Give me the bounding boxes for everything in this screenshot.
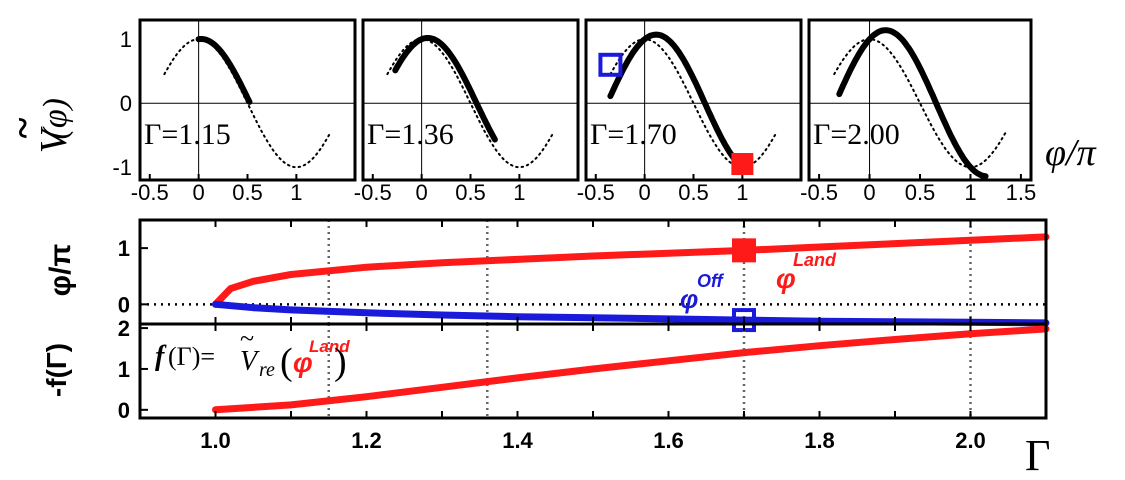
top-panel-3: Γ=1.70 -0.5 0 0.5 1: [577, 18, 803, 205]
f-gamma-panel: 2 1 0 1.0 1.2 1.4 1.6 1.8 2.0: [118, 316, 1050, 453]
x-tick-label: -0.5: [800, 180, 838, 205]
phi-off-label: φ Off: [680, 271, 725, 314]
x-tick-label: 1.2: [351, 428, 382, 453]
formula-re: re: [259, 359, 275, 381]
x-tick-label: 1.4: [502, 428, 533, 453]
top-panel-2: Γ=1.36 -0.5 0 0.5 1: [354, 18, 580, 205]
series-line-0: [212, 325, 1050, 414]
thick-potential-segment: [607, 31, 745, 170]
dotted-cos-curve: [609, 38, 778, 169]
formula-phi: φ: [293, 347, 313, 378]
x-tick-label: 1: [736, 180, 748, 205]
bot-ylabel: -f(Γ): [41, 343, 72, 397]
top-ylabel-arg: (φ): [37, 98, 74, 139]
gamma-annotation: Γ=1.70: [590, 118, 677, 151]
formula-v: V: [240, 346, 260, 377]
x-tick-label: 1: [513, 180, 525, 205]
y-tick-label: 0: [118, 398, 130, 423]
top-xlabel: φ/π: [1045, 132, 1097, 174]
thick-potential-segment: [392, 35, 498, 143]
x-tick-label: 0.5: [232, 180, 263, 205]
x-tick-label: 0.5: [678, 180, 709, 205]
top-ylabel-tilde: ~: [0, 117, 45, 138]
dotted-cos-curve: [833, 38, 1007, 169]
open-square-marker: [598, 52, 623, 77]
y-tick-label: 1: [120, 27, 132, 52]
series-line-named: [212, 233, 1050, 308]
top-ylabel: ~ V (φ): [0, 98, 75, 153]
formula-f: f: [155, 341, 167, 372]
series-line-named: [212, 300, 1050, 327]
x-tick-label: 2.0: [955, 428, 986, 453]
filled-square-marker: [732, 238, 756, 263]
x-tick-label: 1.0: [200, 428, 231, 453]
top-ylabel-v: V: [33, 126, 75, 153]
formula-tilde: ~: [240, 324, 254, 353]
x-tick-label: 1.8: [804, 428, 835, 453]
formula-gamma: (Γ)=: [168, 342, 215, 371]
x-tick-label: 0.5: [455, 180, 486, 205]
x-tick-label: 0: [639, 180, 651, 205]
formula-land: Land: [309, 337, 350, 356]
gamma-annotation: Γ=1.36: [367, 118, 454, 151]
phi-land-base: φ: [776, 263, 796, 294]
phi-land-label: φ Land: [776, 250, 837, 294]
x-tick-label: -0.5: [577, 180, 615, 205]
panel-frame: [361, 18, 580, 182]
x-tick-label: -0.5: [131, 180, 169, 205]
phi-panel: 10: [118, 218, 1050, 333]
formula-rparen: ): [334, 341, 347, 383]
gamma-annotation: Γ=2.00: [813, 118, 900, 151]
y-tick-label: 0: [118, 292, 130, 317]
x-tick-label: 0.5: [905, 180, 936, 205]
x-tick-label: 0: [416, 180, 428, 205]
panel-frame: [584, 18, 803, 182]
gamma-annotation: Γ=1.15: [144, 118, 231, 151]
x-tick-label: 0: [863, 180, 875, 205]
x-tick-label: 0: [193, 180, 205, 205]
phi-off-base: φ: [680, 284, 698, 314]
y-tick-label: 1: [118, 357, 130, 382]
x-tick-label: 1.6: [653, 428, 684, 453]
thick-potential-segment: [195, 36, 253, 105]
filled-square-marker: [731, 153, 754, 175]
thick-potential-segment: [836, 27, 989, 180]
y-tick-label: 1: [118, 236, 130, 261]
x-tick-label: -0.5: [354, 180, 392, 205]
x-tick-label: 1.5: [1006, 180, 1037, 205]
f-formula: f (Γ)= ~ V re ( φ Land ): [155, 324, 350, 383]
x-tick-label: 1: [290, 180, 302, 205]
panel-frame: [807, 18, 1033, 182]
top-panels: Γ=1.15-0.5 0 0.5 110-1Γ=1.36-0.5 0 0.5 1Γ=1.70…: [112, 18, 1037, 205]
phi-land-sup: Land: [793, 250, 837, 270]
y-tick-label: 0: [120, 91, 132, 116]
y-tick-label: 2: [118, 316, 130, 341]
mid-ylabel: φ/π: [44, 244, 77, 297]
y-tick-label: -1: [112, 155, 132, 180]
x-tick-label: 1: [964, 180, 976, 205]
top-panel-1: Γ=1.15 -0.5 0 0.5 1 1 0 -1: [112, 18, 357, 205]
formula-lparen: (: [280, 341, 293, 383]
phi-off-sup: Off: [697, 271, 725, 291]
top-panel-4: Γ=2.00 -0.5 0 0.5 1 1.5: [800, 18, 1037, 205]
bot-xlabel: Γ: [1025, 431, 1050, 480]
